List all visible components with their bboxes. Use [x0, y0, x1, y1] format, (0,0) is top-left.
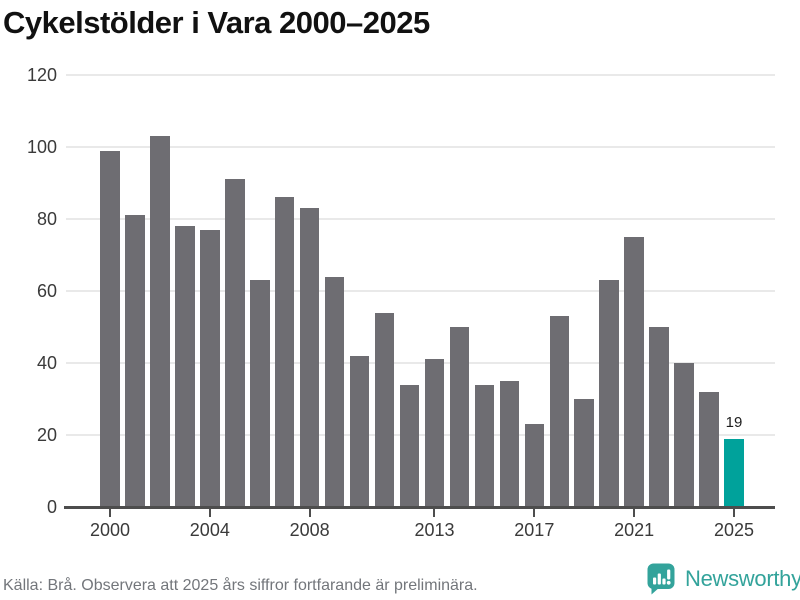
x-axis-label-2004: 2004 — [189, 520, 230, 540]
bar-2012 — [399, 384, 420, 507]
bar-2015 — [474, 384, 495, 507]
gridline-80 — [66, 218, 775, 220]
x-axis-label-2025: 2025 — [713, 520, 755, 540]
bar-2008 — [299, 208, 320, 507]
bar-2023 — [674, 363, 694, 507]
y-axis-label-100: 100 — [26, 137, 57, 157]
chart-title: Cykelstölder i Vara 2000–2025 — [3, 5, 430, 40]
x-tick-2017 — [533, 509, 536, 517]
bar-2017 — [524, 424, 545, 507]
y-axis-label-120: 120 — [26, 65, 57, 85]
gridline-60 — [66, 290, 775, 292]
y-axis-label-80: 80 — [36, 209, 57, 229]
bar-2013 — [424, 359, 445, 507]
bar-2011 — [374, 312, 395, 507]
bar-2009 — [324, 276, 345, 507]
x-tick-2013 — [433, 509, 436, 517]
bar-2004 — [200, 229, 220, 507]
bar-2020 — [599, 280, 619, 507]
gridline-120 — [66, 74, 775, 76]
brand-wordmark: Newsworthy — [685, 566, 800, 591]
source-note: Källa: Brå. Observera att 2025 års siffr… — [3, 577, 478, 594]
bar-2021 — [624, 237, 644, 507]
gridline-40 — [66, 362, 775, 364]
bar-2019 — [574, 399, 594, 507]
plot-area: 0 20 40 60 80 100 120 19 2000 2004 2008 2013 2017 202… — [26, 65, 775, 540]
bar-2001 — [125, 215, 145, 507]
bar-2022 — [649, 327, 669, 507]
y-axis-label-60: 60 — [36, 281, 57, 301]
bar-2010 — [349, 355, 370, 507]
bar-2018 — [549, 316, 570, 507]
x-tick-2000 — [109, 509, 111, 517]
y-axis-label-0: 0 — [46, 497, 57, 517]
bar-2005 — [225, 179, 245, 507]
x-tick-2021 — [633, 509, 636, 517]
x-axis-label-2013: 2013 — [414, 520, 455, 540]
x-tick-2025 — [733, 509, 735, 517]
bar-2003 — [175, 226, 195, 507]
bar-2007 — [274, 197, 295, 507]
bar-value-label: 19 — [725, 413, 743, 431]
y-axis-label-40: 40 — [36, 353, 57, 373]
bar-2002 — [150, 136, 170, 507]
gridline-100 — [66, 146, 775, 148]
x-axis-label-2008: 2008 — [289, 520, 330, 540]
x-axis-label-2017: 2017 — [514, 520, 555, 540]
x-tick-2004 — [208, 509, 211, 517]
x-tick-2008 — [308, 509, 311, 517]
x-axis-label-2000: 2000 — [89, 520, 131, 540]
bar-2000 — [100, 150, 120, 507]
y-axis-label-20: 20 — [36, 425, 57, 445]
bar-2024 — [699, 391, 719, 507]
bar-2016 — [499, 381, 520, 507]
x-axis-label-2021: 2021 — [614, 520, 655, 540]
gridline-20 — [66, 434, 775, 436]
bar-2014 — [449, 327, 470, 507]
bar-2006 — [250, 280, 270, 507]
brand-logo: Newsworthy — [644, 562, 800, 596]
x-axis-line — [64, 506, 775, 509]
bar-2025 — [724, 438, 744, 507]
newsworthy-logo-icon — [647, 563, 675, 595]
